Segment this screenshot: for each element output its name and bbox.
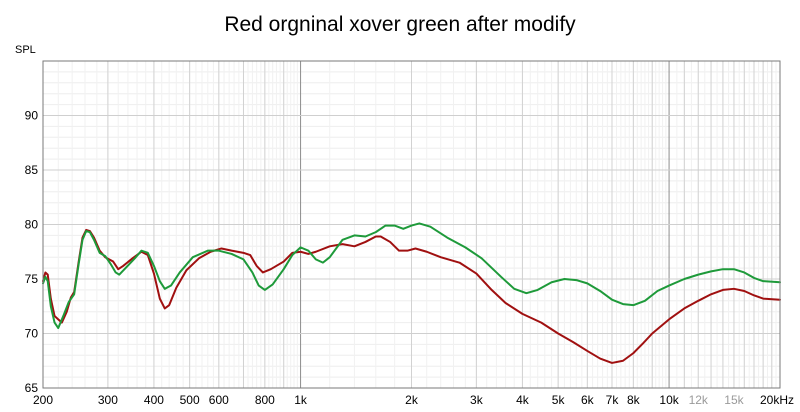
y-tick-label: 75 xyxy=(25,272,39,286)
x-tick-label: 200 xyxy=(33,393,53,407)
x-tick-label: 300 xyxy=(98,393,118,407)
x-tick-label: 10k xyxy=(659,393,679,407)
x-tick-label: 400 xyxy=(144,393,164,407)
x-tick-label: 8k xyxy=(627,393,641,407)
x-tick-label: 5k xyxy=(552,393,566,407)
x-tick-label: 1k xyxy=(294,393,308,407)
major-grid xyxy=(42,61,781,389)
y-tick-label: 80 xyxy=(25,218,39,232)
x-tick-labels: 200 300 400 500 600 800 1k 2k 3k 4k 5k 6k 7k 8k 10k 12k… xyxy=(33,393,794,407)
x-tick-label: 2k xyxy=(405,393,419,407)
x-tick-label: 800 xyxy=(255,393,275,407)
x-tick-label: 600 xyxy=(209,393,229,407)
y-tick-label: 70 xyxy=(25,327,39,341)
x-tick-label: 4k xyxy=(516,393,530,407)
y-tick-label: 65 xyxy=(25,381,39,395)
series-group xyxy=(42,222,781,364)
y-axis-label: SPL xyxy=(15,44,36,56)
x-tick-label: 20kHz xyxy=(760,393,794,407)
y-tick-label: 90 xyxy=(25,109,39,123)
x-tick-label: 6k xyxy=(581,393,595,407)
x-tick-label: 7k xyxy=(606,393,620,407)
y-tick-label: 85 xyxy=(25,163,39,177)
plot-frame xyxy=(42,60,781,389)
x-tick-label: 500 xyxy=(180,393,200,407)
x-tick-label: 3k xyxy=(470,393,484,407)
x-tick-label: 12k xyxy=(689,393,709,407)
y-tick-labels: 65 70 75 80 85 90 xyxy=(25,109,39,396)
x-tick-label: 15k xyxy=(724,393,744,407)
chart-title: Red orgninal xover green after modify xyxy=(224,13,576,36)
series-line-2 xyxy=(42,222,781,330)
